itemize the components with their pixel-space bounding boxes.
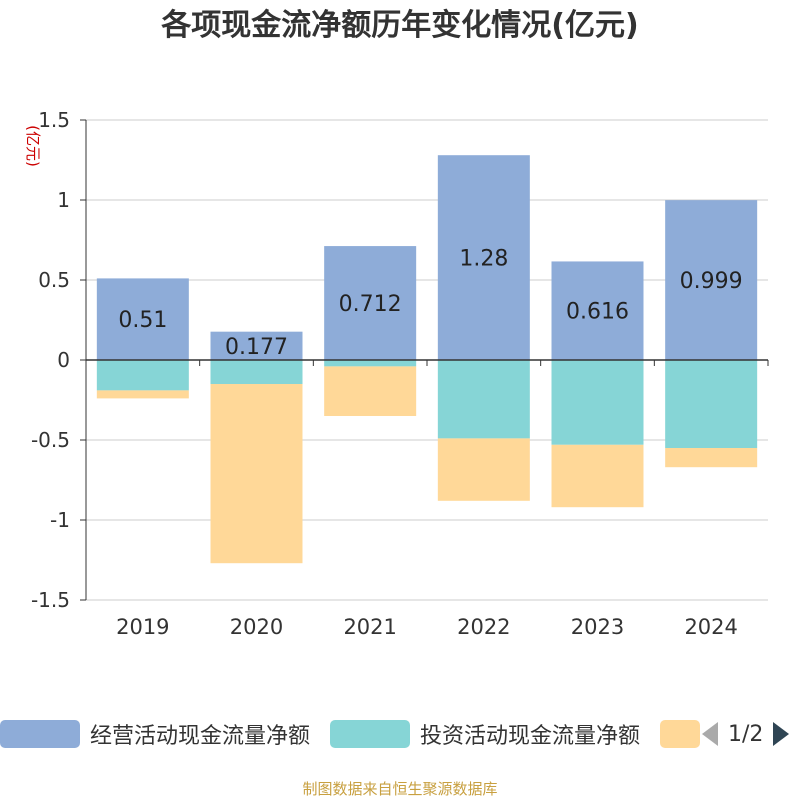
y-axis-label: (亿元) [24, 125, 42, 167]
data-label-operating-2020: 0.177 [225, 335, 288, 360]
bar-operating-2023 [551, 261, 644, 360]
x-tick-label: 2022 [457, 615, 510, 639]
source-note: 制图数据来自恒生聚源数据库 [302, 780, 498, 798]
bar-financing-2021 [324, 366, 417, 416]
bar-investing-2022 [437, 360, 530, 439]
legend-label-operating: 经营活动现金流量净额 [90, 724, 311, 749]
legend-next-icon[interactable] [771, 720, 791, 748]
legend-swatch-financing [660, 720, 701, 748]
y-tick-label: 1.5 [38, 108, 70, 132]
bar-financing-2023 [551, 444, 644, 508]
y-tick-label: 1 [57, 188, 70, 212]
y-tick-label: 0 [57, 348, 70, 372]
bar-investing-2023 [551, 360, 644, 445]
bar-financing-2020 [210, 384, 303, 564]
chart-title: 各项现金流净额历年变化情况(亿元) [161, 8, 639, 43]
bar-financing-2024 [665, 448, 758, 468]
legend-prev-icon[interactable] [700, 720, 720, 748]
bar-financing-2022 [437, 438, 530, 501]
legend-swatch-operating [0, 720, 80, 748]
y-tick-label: -1.5 [31, 588, 70, 612]
y-tick-label: -1 [50, 508, 70, 532]
x-tick-label: 2020 [230, 615, 283, 639]
legend: 经营活动现金流量净额 投资活动现金流量净额 1/2 [0, 714, 790, 754]
bar-investing-2021 [324, 360, 417, 367]
x-tick-label: 2023 [571, 615, 624, 639]
data-label-operating-2022: 1.28 [459, 247, 508, 272]
bar-chart: -1.5-1-0.500.511.5(亿元)20190.5120200.1772… [24, 108, 769, 639]
y-tick-label: -0.5 [31, 428, 70, 452]
bar-operating-2024 [665, 200, 758, 360]
legend-label-investing: 投资活动现金流量净额 [420, 724, 641, 749]
data-label-operating-2021: 0.712 [339, 292, 402, 317]
y-tick-label: 0.5 [38, 268, 70, 292]
legend-pager: 1/2 [700, 714, 791, 754]
legend-swatch-investing [330, 720, 411, 748]
bar-operating-2021 [324, 246, 417, 360]
x-tick-label: 2021 [343, 615, 396, 639]
legend-page-indicator: 1/2 [728, 721, 764, 747]
x-tick-label: 2024 [684, 615, 737, 639]
legend-item-operating[interactable]: 经营活动现金流量净额 [0, 718, 310, 750]
bar-investing-2020 [210, 360, 303, 384]
bar-investing-2019 [96, 360, 189, 391]
bar-operating-2022 [437, 155, 530, 360]
bar-investing-2024 [665, 360, 758, 448]
bar-financing-2019 [96, 390, 189, 399]
data-label-operating-2024: 0.999 [680, 269, 743, 294]
data-label-operating-2023: 0.616 [566, 300, 629, 325]
x-tick-label: 2019 [116, 615, 169, 639]
legend-item-financing[interactable] [660, 720, 710, 748]
bar-operating-2020 [210, 331, 303, 360]
bar-operating-2019 [96, 278, 189, 360]
data-label-operating-2019: 0.51 [118, 308, 167, 333]
legend-item-investing[interactable]: 投资活动现金流量净额 [330, 718, 640, 750]
